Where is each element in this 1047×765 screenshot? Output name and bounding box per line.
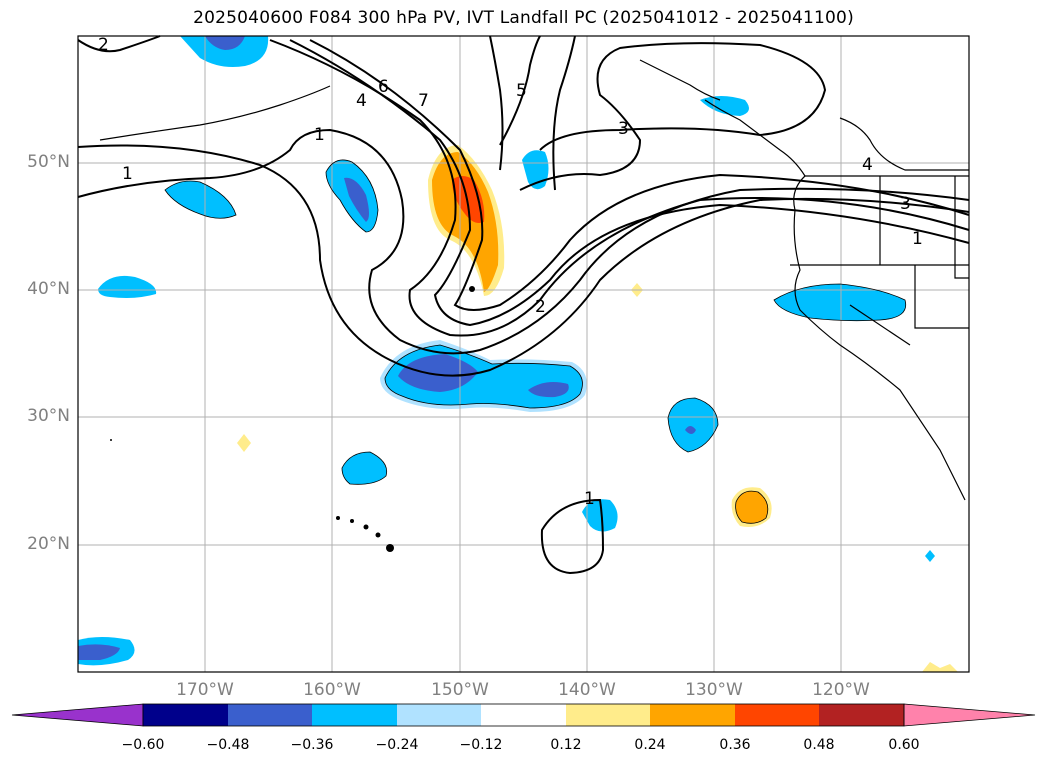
colorbar-segment xyxy=(566,704,650,726)
contour-label: 1 xyxy=(314,125,325,145)
contour-label: 5 xyxy=(516,81,527,101)
colorbar-tick-label: 0.12 xyxy=(550,737,582,753)
lat-label: 50°N xyxy=(27,152,70,172)
colorbar-segment xyxy=(143,704,228,726)
shaded-field xyxy=(78,36,958,672)
contour-label: 3 xyxy=(618,119,629,139)
colorbar-segment xyxy=(819,704,904,726)
graticule xyxy=(78,36,969,672)
contour-label: 2 xyxy=(535,297,546,317)
colorbar-segment xyxy=(735,704,819,726)
contour-label: 3 xyxy=(900,194,911,214)
colorbar-segment xyxy=(228,704,312,726)
colorbar-tick-label: 0.24 xyxy=(634,737,666,753)
contour-label: 4 xyxy=(862,155,873,175)
contour-label: 1 xyxy=(122,164,133,184)
colorbar-tick-label: −0.12 xyxy=(459,737,503,753)
lat-label: 30°N xyxy=(27,406,70,426)
lon-label: 170°W xyxy=(176,680,234,700)
lon-label: 150°W xyxy=(431,680,489,700)
contour-label: 7 xyxy=(418,91,429,111)
contour-label: 4 xyxy=(356,91,367,111)
colorbar xyxy=(11,703,1036,727)
contour-label: 1 xyxy=(584,489,595,509)
islands xyxy=(110,286,475,552)
map-title: 2025040600 F084 300 hPa PV, IVT Landfall… xyxy=(193,8,854,28)
colorbar-segment xyxy=(397,704,481,726)
colorbar-tick-label: −0.48 xyxy=(206,737,250,753)
lon-label: 160°W xyxy=(303,680,361,700)
colorbar-under-arrow xyxy=(11,703,144,727)
lon-label: 140°W xyxy=(558,680,616,700)
colorbar-frame xyxy=(142,703,905,727)
colorbar-tick-label: 0.48 xyxy=(803,737,835,753)
colorbar-segment xyxy=(650,704,735,726)
lon-label: 120°W xyxy=(812,680,870,700)
colorbar-segment xyxy=(312,704,397,726)
pv-contours xyxy=(77,35,970,575)
colorbar-segment xyxy=(481,704,566,726)
lon-label: 130°W xyxy=(685,680,743,700)
colorbar-tick-label: −0.24 xyxy=(375,737,419,753)
colorbar-tick-label: 0.60 xyxy=(888,737,920,753)
contour-label: 1 xyxy=(912,229,923,249)
colorbar-tick-label: −0.36 xyxy=(290,737,334,753)
lat-label: 40°N xyxy=(27,279,70,299)
map-frame xyxy=(77,35,970,673)
shade-outlines xyxy=(164,159,907,524)
contour-label: 2 xyxy=(98,35,109,55)
colorbar-over-arrow xyxy=(903,703,1036,727)
lat-label: 20°N xyxy=(27,534,70,554)
contour-label: 6 xyxy=(378,77,389,97)
colorbar-tick-label: −0.60 xyxy=(121,737,165,753)
colorbar-tick-label: 0.36 xyxy=(719,737,751,753)
